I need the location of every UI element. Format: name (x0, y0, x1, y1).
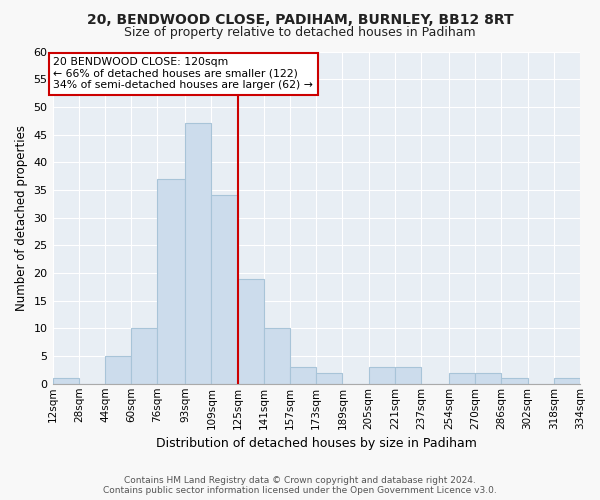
Bar (395, 367, 421, 384)
Bar (157, 179, 185, 384)
Bar (131, 328, 157, 384)
Bar (475, 372, 502, 384)
Text: Size of property relative to detached houses in Padiham: Size of property relative to detached ho… (124, 26, 476, 39)
Y-axis label: Number of detached properties: Number of detached properties (15, 124, 28, 310)
X-axis label: Distribution of detached houses by size in Padiham: Distribution of detached houses by size … (156, 437, 477, 450)
Bar (238, 278, 264, 384)
Bar (264, 328, 290, 384)
Bar (449, 372, 475, 384)
Bar (185, 124, 211, 384)
Text: 20 BENDWOOD CLOSE: 120sqm
← 66% of detached houses are smaller (122)
34% of semi: 20 BENDWOOD CLOSE: 120sqm ← 66% of detac… (53, 57, 313, 90)
Bar (368, 367, 395, 384)
Bar (554, 378, 580, 384)
Bar (53, 378, 79, 384)
Text: 20, BENDWOOD CLOSE, PADIHAM, BURNLEY, BB12 8RT: 20, BENDWOOD CLOSE, PADIHAM, BURNLEY, BB… (86, 12, 514, 26)
Bar (105, 356, 131, 384)
Text: Contains HM Land Registry data © Crown copyright and database right 2024.
Contai: Contains HM Land Registry data © Crown c… (103, 476, 497, 495)
Bar (502, 378, 527, 384)
Bar (290, 367, 316, 384)
Bar (316, 372, 343, 384)
Bar (211, 196, 238, 384)
